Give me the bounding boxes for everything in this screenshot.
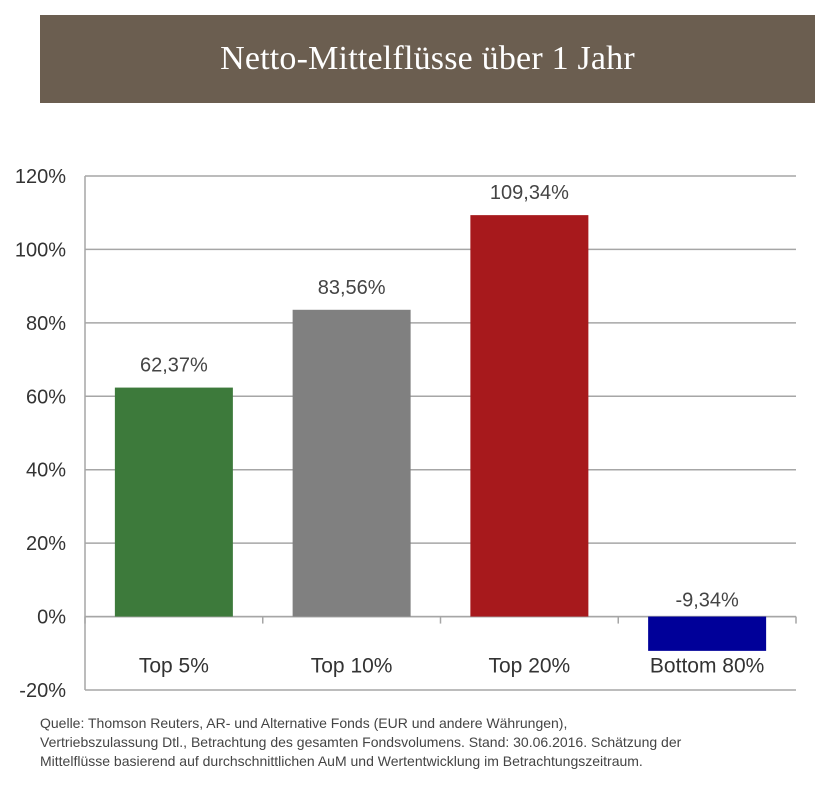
- chart-title: Netto-Mittelflüsse über 1 Jahr: [220, 40, 635, 77]
- y-tick-label: 80%: [26, 313, 66, 335]
- bar: [648, 616, 767, 651]
- y-tick-label: 40%: [26, 460, 66, 482]
- category-label: Top 10%: [311, 655, 393, 678]
- category-label: Top 20%: [489, 655, 571, 678]
- bar: [292, 309, 411, 617]
- y-tick-label: 60%: [26, 386, 66, 408]
- y-tick-label: -20%: [19, 680, 66, 702]
- bar: [114, 387, 233, 617]
- labels: 120% 100% 80% 60% 40% 20% 0% -20% 62,37% Top 5% 83…: [15, 166, 764, 702]
- category-label: Top 5%: [139, 655, 209, 678]
- data-label: 62,37%: [140, 355, 208, 377]
- y-tick-label: 0%: [37, 607, 66, 629]
- category-label: Bottom 80%: [650, 655, 764, 678]
- y-tick-label: 20%: [26, 533, 66, 555]
- data-label: 109,34%: [490, 182, 569, 204]
- source-note: Quelle: Thomson Reuters, AR- und Alterna…: [40, 714, 810, 771]
- axes: [84, 176, 797, 690]
- source-line: Quelle: Thomson Reuters, AR- und Alterna…: [40, 715, 568, 731]
- source-line: Mittelflüsse basierend auf durchschnittl…: [40, 753, 643, 769]
- data-label: 83,56%: [318, 277, 386, 299]
- source-line: Vertriebszulassung Dtl., Betrachtung des…: [40, 734, 682, 750]
- bars: [114, 215, 767, 651]
- data-label: -9,34%: [675, 590, 739, 612]
- title-banner: Netto-Mittelflüsse über 1 Jahr: [40, 15, 815, 103]
- bar-chart: 120% 100% 80% 60% 40% 20% 0% -20% 62,37% Top 5% 83…: [15, 166, 797, 702]
- bar: [470, 215, 589, 617]
- y-tick-label: 100%: [15, 239, 66, 261]
- y-tick-label: 120%: [15, 166, 66, 188]
